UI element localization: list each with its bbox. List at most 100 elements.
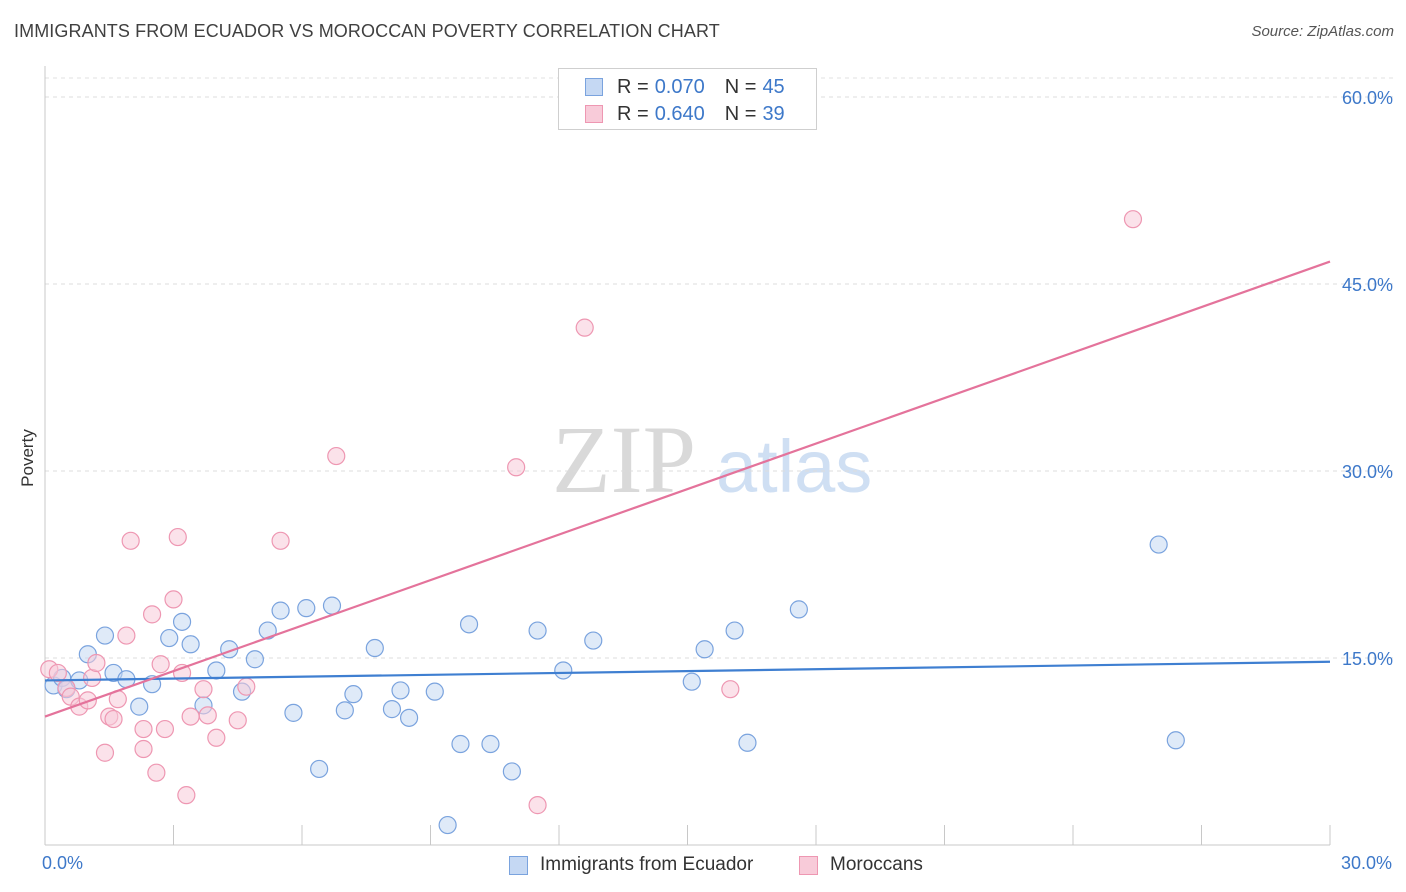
point-ecuador xyxy=(425,682,444,701)
legend-n-label: N = xyxy=(724,102,757,125)
point-ecuador xyxy=(725,621,744,640)
point-ecuador xyxy=(682,672,701,691)
point-ecuador xyxy=(258,621,277,640)
point-ecuador xyxy=(502,762,521,781)
data-points xyxy=(40,210,1185,835)
point-moroccans xyxy=(194,680,213,699)
legend-n-value: 39 xyxy=(762,102,785,125)
y-tick-label: 45.0% xyxy=(1342,275,1393,295)
bottom-legend-swatch-moroccans xyxy=(799,855,818,875)
point-ecuador xyxy=(459,615,479,634)
point-moroccans xyxy=(168,527,187,547)
point-ecuador xyxy=(1149,535,1168,554)
point-moroccans xyxy=(147,763,166,782)
point-ecuador xyxy=(130,697,149,716)
watermark-atlas: atlas xyxy=(716,425,872,508)
point-moroccans xyxy=(151,655,170,674)
point-ecuador xyxy=(789,600,808,619)
point-ecuador xyxy=(528,621,547,640)
point-moroccans xyxy=(181,707,200,726)
tick-labels: 15.0% 30.0% 45.0% 60.0% 0.0% 30.0% xyxy=(42,88,1393,873)
point-moroccans xyxy=(48,663,67,683)
point-moroccans xyxy=(155,719,175,739)
point-ecuador xyxy=(738,733,757,752)
legend-r-value: 0.070 xyxy=(654,75,705,98)
watermark-zip: ZIP xyxy=(552,406,696,513)
point-moroccans xyxy=(134,739,153,759)
point-ecuador xyxy=(284,703,303,722)
legend-r-value: 0.640 xyxy=(654,102,705,125)
point-moroccans xyxy=(528,796,547,815)
gridlines xyxy=(45,77,1393,659)
point-moroccans xyxy=(575,318,594,337)
point-ecuador xyxy=(584,631,603,650)
point-moroccans xyxy=(164,590,183,609)
point-ecuador xyxy=(245,650,264,669)
correlation-legend: R = 0.070 N = 45 R = 0.640 N = 39 xyxy=(558,68,817,130)
point-moroccans xyxy=(134,719,153,739)
point-moroccans xyxy=(1123,210,1143,229)
point-ecuador xyxy=(451,734,470,754)
legend-swatch-moroccans xyxy=(585,105,603,123)
axes xyxy=(44,66,1331,846)
point-ecuador xyxy=(382,700,402,719)
point-ecuador xyxy=(95,626,115,645)
point-ecuador xyxy=(322,596,342,615)
y-tick-label: 60.0% xyxy=(1342,88,1393,108)
point-moroccans xyxy=(228,711,247,730)
point-ecuador xyxy=(399,708,419,727)
legend-row-ecuador: R = 0.070 N = 45 xyxy=(585,75,785,99)
point-moroccans xyxy=(142,605,162,624)
point-moroccans xyxy=(177,786,196,805)
point-ecuador xyxy=(207,661,226,680)
legend-r-label: R = xyxy=(617,75,649,98)
point-moroccans xyxy=(87,653,106,673)
point-ecuador xyxy=(297,599,316,618)
bottom-legend-ecuador: Immigrants from Ecuador xyxy=(509,852,753,878)
trend-line-moroccans xyxy=(44,260,1331,718)
point-ecuador xyxy=(181,635,200,654)
legend-swatch-ecuador xyxy=(585,78,603,96)
trend-lines xyxy=(44,260,1331,718)
point-ecuador xyxy=(172,612,192,631)
point-moroccans xyxy=(327,446,346,466)
y-tick-label: 30.0% xyxy=(1342,462,1393,482)
point-ecuador xyxy=(554,661,573,680)
point-ecuador xyxy=(1166,731,1185,750)
legend-n-label: N = xyxy=(724,75,757,98)
legend-r-label: R = xyxy=(617,102,649,125)
trend-line-ecuador xyxy=(44,660,1331,682)
point-ecuador xyxy=(481,734,500,754)
point-ecuador xyxy=(335,701,354,720)
y-tick-label: 15.0% xyxy=(1342,649,1393,669)
point-moroccans xyxy=(237,677,256,696)
point-moroccans xyxy=(104,709,123,729)
point-ecuador xyxy=(438,815,457,835)
point-moroccans xyxy=(95,743,115,762)
point-ecuador xyxy=(271,601,290,620)
point-moroccans xyxy=(198,706,217,725)
bottom-legend-swatch-ecuador xyxy=(509,855,528,875)
zipatlas-watermark: ZIP atlas xyxy=(552,406,872,513)
point-ecuador xyxy=(310,759,329,779)
legend-n-value: 45 xyxy=(762,75,785,98)
chart-title: IMMIGRANTS FROM ECUADOR VS MOROCCAN POVE… xyxy=(14,21,720,41)
point-ecuador xyxy=(695,640,714,659)
point-ecuador xyxy=(344,685,363,704)
x-tick-label: 30.0% xyxy=(1341,853,1392,873)
point-moroccans xyxy=(207,728,226,747)
source-label: Source: ZipAtlas.com xyxy=(1251,23,1394,40)
point-moroccans xyxy=(83,668,102,688)
point-moroccans xyxy=(121,531,140,550)
point-moroccans xyxy=(117,626,136,645)
point-moroccans xyxy=(507,458,526,477)
point-moroccans xyxy=(271,531,290,550)
y-axis-label: Poverty xyxy=(18,429,37,487)
bottom-legend-moroccans: Moroccans xyxy=(799,852,923,878)
point-ecuador xyxy=(391,681,410,700)
point-ecuador xyxy=(160,628,179,648)
point-ecuador xyxy=(365,638,384,658)
x-tick-label: 0.0% xyxy=(42,853,83,873)
bottom-legend-label-ecuador: Immigrants from Ecuador xyxy=(540,854,754,875)
